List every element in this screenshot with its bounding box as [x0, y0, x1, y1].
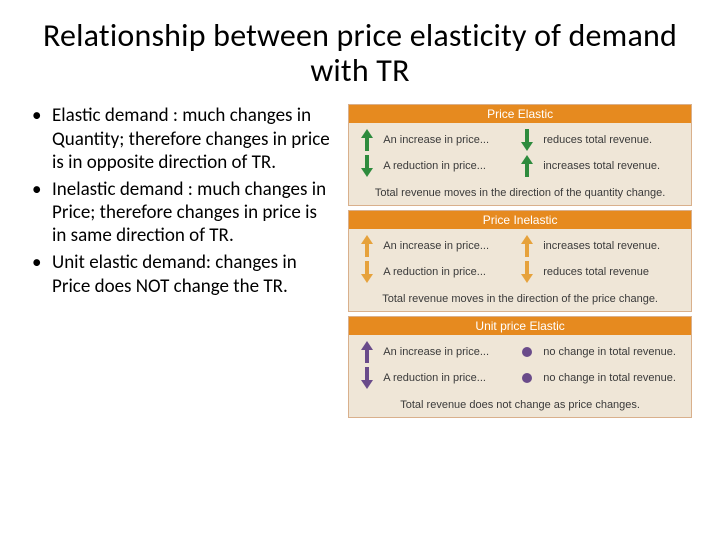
bullet-item: Elastic demand : much changes in Quantit… [48, 104, 334, 174]
arrow-up-icon [522, 235, 532, 257]
arrow-down-icon [522, 129, 532, 151]
slide: Relationship between price elasticity of… [0, 0, 720, 540]
bullet-item: Unit elastic demand: changes in Price do… [48, 251, 334, 297]
arrow-up-icon [362, 235, 372, 257]
panel-row: A reduction in price... no change in tot… [355, 367, 685, 389]
row-left-text: A reduction in price... [379, 372, 515, 384]
panel-rows: An increase in price... increases total … [349, 229, 691, 289]
elasticity-diagram: Price Elastic An increase in price... re… [348, 104, 692, 422]
panel-header: Price Elastic [349, 105, 691, 123]
row-right-text: no change in total revenue. [539, 372, 685, 384]
row-right-text: increases total revenue. [539, 160, 685, 172]
panel-row: A reduction in price... increases total … [355, 155, 685, 177]
panel-unit-elastic: Unit price Elastic An increase in price.… [348, 316, 692, 418]
row-left-text: A reduction in price... [379, 266, 515, 278]
dot-icon [522, 347, 532, 357]
arrow-up-icon [362, 129, 372, 151]
row-right-text: reduces total revenue [539, 266, 685, 278]
dot-icon [522, 373, 532, 383]
panel-price-elastic: Price Elastic An increase in price... re… [348, 104, 692, 206]
panel-caption: Total revenue does not change as price c… [349, 395, 691, 417]
panel-row: A reduction in price... reduces total re… [355, 261, 685, 283]
row-left-text: An increase in price... [379, 134, 515, 146]
row-right-text: reduces total revenue. [539, 134, 685, 146]
row-left-text: An increase in price... [379, 346, 515, 358]
bullet-list: Elastic demand : much changes in Quantit… [28, 104, 334, 422]
panel-rows: An increase in price... reduces total re… [349, 123, 691, 183]
panel-caption: Total revenue moves in the direction of … [349, 289, 691, 311]
row-right-text: increases total revenue. [539, 240, 685, 252]
slide-title: Relationship between price elasticity of… [28, 18, 692, 88]
panel-rows: An increase in price... no change in tot… [349, 335, 691, 395]
arrow-down-icon [362, 155, 372, 177]
panel-row: An increase in price... increases total … [355, 235, 685, 257]
arrow-up-icon [362, 341, 372, 363]
panel-header: Unit price Elastic [349, 317, 691, 335]
arrow-down-icon [362, 261, 372, 283]
row-left-text: An increase in price... [379, 240, 515, 252]
panel-header: Price Inelastic [349, 211, 691, 229]
panel-price-inelastic: Price Inelastic An increase in price... … [348, 210, 692, 312]
bullet-item: Inelastic demand : much changes in Price… [48, 178, 334, 248]
row-left-text: A reduction in price... [379, 160, 515, 172]
slide-body: Elastic demand : much changes in Quantit… [28, 104, 692, 422]
arrow-down-icon [362, 367, 372, 389]
panel-row: An increase in price... reduces total re… [355, 129, 685, 151]
arrow-down-icon [522, 261, 532, 283]
row-right-text: no change in total revenue. [539, 346, 685, 358]
panel-row: An increase in price... no change in tot… [355, 341, 685, 363]
panel-caption: Total revenue moves in the direction of … [349, 183, 691, 205]
arrow-up-icon [522, 155, 532, 177]
